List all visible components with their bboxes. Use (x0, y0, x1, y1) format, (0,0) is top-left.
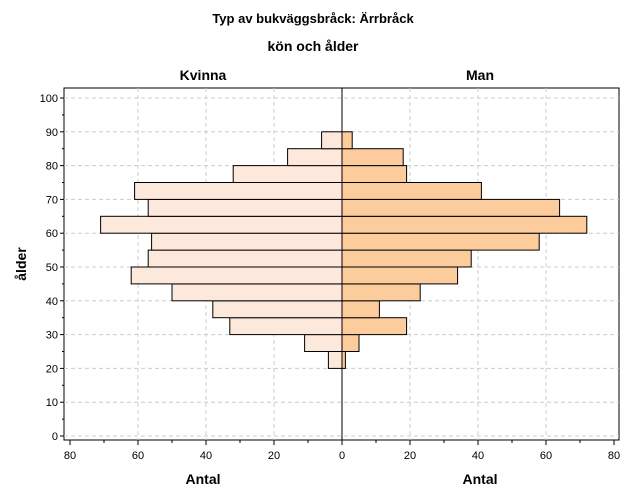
bar-man-30 (341, 317, 408, 336)
y-tick-label-0: 0 (52, 431, 58, 443)
x-axis-label-right: Antal (463, 471, 498, 487)
bar-kvinna-35 (212, 300, 343, 319)
bar-man-55 (341, 232, 540, 251)
bar-kvinna-55 (151, 232, 343, 251)
x-tick-label-left-80: 80 (64, 450, 76, 462)
bar-man-80 (341, 148, 404, 167)
bar-man-45 (341, 266, 459, 285)
y-tick-label-80: 80 (46, 161, 58, 173)
x-tick-label-right-20: 20 (404, 450, 416, 462)
bar-man-65 (341, 198, 561, 217)
bar-kvinna-65 (147, 198, 343, 217)
x-tick-label-right-40: 40 (472, 450, 484, 462)
x-tick-label-left-60: 60 (132, 450, 144, 462)
bar-kvinna-75 (232, 165, 343, 184)
bar-kvinna-70 (134, 182, 343, 200)
bar-kvinna-80 (287, 148, 343, 167)
bar-man-60 (341, 215, 588, 234)
series-label-man: Man (466, 67, 494, 83)
bar-kvinna-20 (327, 351, 343, 369)
bar-kvinna-25 (304, 334, 343, 353)
x-tick-label-0: 0 (339, 450, 345, 462)
bar-kvinna-50 (147, 249, 343, 268)
chart-subtitle: kön och ålder (267, 38, 359, 54)
x-tick-label-right-80: 80 (608, 450, 620, 462)
bar-man-50 (341, 249, 472, 268)
bar-kvinna-40 (171, 283, 343, 302)
x-tick-label-left-20: 20 (268, 450, 280, 462)
bar-kvinna-30 (229, 317, 343, 336)
bars (100, 131, 588, 369)
bar-man-20 (341, 351, 346, 369)
y-tick-label-20: 20 (46, 363, 58, 375)
y-tick-label-10: 10 (46, 397, 58, 409)
bar-kvinna-45 (130, 266, 343, 285)
x-tick-label-left-40: 40 (200, 450, 212, 462)
bar-man-75 (341, 165, 408, 184)
bar-kvinna-85 (321, 131, 343, 150)
bar-man-70 (341, 182, 482, 200)
y-tick-label-100: 100 (40, 93, 58, 105)
bar-kvinna-60 (100, 215, 343, 234)
bar-man-25 (341, 334, 360, 353)
bar-man-85 (341, 131, 353, 150)
x-axis-label-left: Antal (186, 471, 221, 487)
ticks: 0 10 20 30 40 50 60 70 80 90 100 0 20 20 40 40 60 60 80 80 (40, 93, 620, 462)
bar-man-35 (341, 300, 380, 319)
y-tick-label-40: 40 (46, 296, 58, 308)
y-tick-label-50: 50 (46, 262, 58, 274)
series-label-kvinna: Kvinna (180, 67, 227, 83)
x-tick-label-right-60: 60 (540, 450, 552, 462)
bar-man-40 (341, 283, 421, 302)
y-tick-label-30: 30 (46, 330, 58, 342)
y-axis-label: ålder (13, 247, 29, 281)
chart-title: Typ av bukväggsbråck: Ärrbråck (212, 11, 414, 26)
y-tick-label-90: 90 (46, 127, 58, 139)
y-tick-label-60: 60 (46, 228, 58, 240)
y-tick-label-70: 70 (46, 194, 58, 206)
